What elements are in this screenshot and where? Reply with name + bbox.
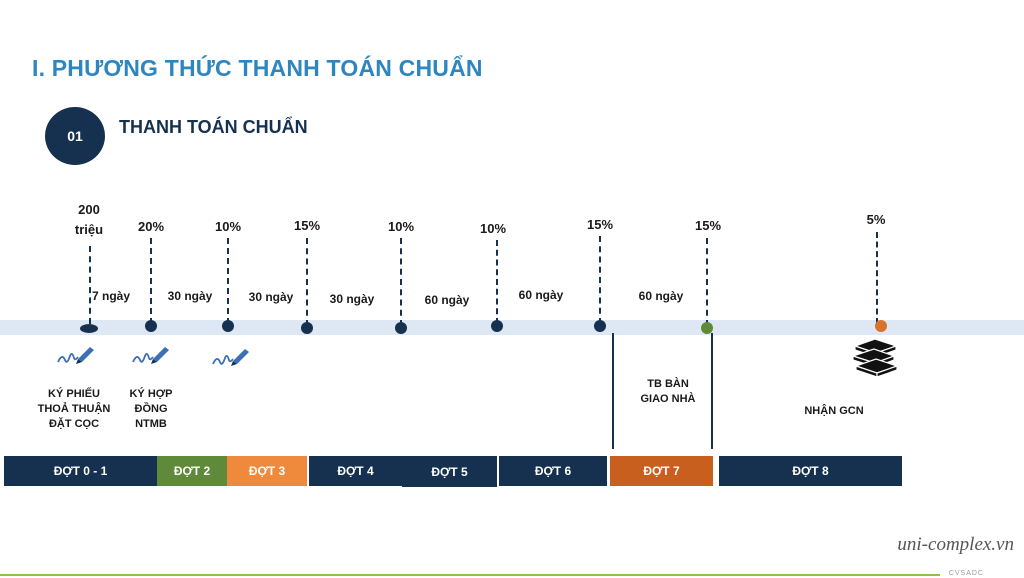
interval-label-6: 60 ngày xyxy=(638,289,684,303)
timeline-dot xyxy=(145,320,157,332)
stage-bar-6: ĐỢT 7 xyxy=(610,456,713,486)
footer-line xyxy=(0,574,940,576)
milestone-amount-4: 10% xyxy=(387,219,415,234)
event-sign-contract-label: KÝ HỢP ĐỒNG NTMB xyxy=(129,388,173,430)
signature-pen-icon xyxy=(212,349,249,366)
stage-label: ĐỢT 6 xyxy=(534,464,572,478)
timeline-tick xyxy=(227,238,229,324)
stage-bar-5: ĐỢT 6 xyxy=(499,456,607,486)
stage-bar-3: ĐỢT 4 xyxy=(309,456,402,486)
timeline-tick xyxy=(400,238,402,326)
milestone-amount-8: 5% xyxy=(866,212,886,227)
stage-7-bracket-left xyxy=(612,333,614,449)
milestone-amount-5: 10% xyxy=(479,221,507,236)
stage-label: ĐỢT 5 xyxy=(431,464,468,479)
timeline-tick xyxy=(599,236,601,324)
interval-label-5: 60 ngày xyxy=(518,288,564,302)
event-handover-label: TB BÀN GIAO NHÀ xyxy=(640,378,696,405)
section-number-badge: 01 xyxy=(45,107,105,165)
milestone-amount-3: 15% xyxy=(293,218,321,233)
timeline-dot xyxy=(80,324,98,333)
interval-label-4: 60 ngày xyxy=(424,293,470,307)
timeline-dot xyxy=(222,320,234,332)
timeline-dot xyxy=(594,320,606,332)
stage-bar-1: ĐỢT 2 xyxy=(157,456,227,486)
milestone-amount-2: 10% xyxy=(214,219,242,234)
stage-label: ĐỢT 2 xyxy=(173,464,211,478)
interval-label-2: 30 ngày xyxy=(248,290,294,304)
interval-label-1: 30 ngày xyxy=(167,289,213,303)
timeline-dot-orange xyxy=(875,320,887,332)
stage-label: ĐỢT 3 xyxy=(248,464,286,478)
stage-bar-0: ĐỢT 0 - 1 xyxy=(4,456,157,486)
timeline-tick xyxy=(706,238,708,326)
timeline-tick xyxy=(150,238,152,324)
event-certificate-label: NHẬN GCN xyxy=(804,405,864,417)
page-title: I. PHƯƠNG THỨC THANH TOÁN CHUẨN xyxy=(32,55,483,81)
milestone-amount-0: 200 triệu xyxy=(75,200,103,240)
interval-label-0: 7 ngày xyxy=(91,289,131,303)
timeline-dot-green xyxy=(701,322,713,334)
timeline-tick xyxy=(89,246,91,324)
milestone-amount-0-line1: 200 xyxy=(78,202,100,217)
corner-text: CVSADC xyxy=(948,570,984,577)
signature-pen-icon xyxy=(132,347,169,364)
books-stack-icon xyxy=(851,338,899,378)
watermark: uni-complex.vn xyxy=(897,534,1014,555)
timeline-tick xyxy=(496,240,498,324)
signature-pen-icon xyxy=(57,347,94,364)
timeline-dot xyxy=(301,322,313,334)
event-sign-deposit-label: KÝ PHIẾU THOẢ THUẬN ĐẶT CỌC xyxy=(37,388,111,430)
timeline-band xyxy=(0,320,1024,335)
stage-7-bracket-right xyxy=(711,333,713,449)
stage-bar-2: ĐỢT 3 xyxy=(227,456,307,486)
milestone-amount-1: 20% xyxy=(137,219,165,234)
stage-label: ĐỢT 8 xyxy=(792,464,829,478)
stage-label: ĐỢT 7 xyxy=(643,464,680,478)
timeline-dot xyxy=(395,322,407,334)
stage-label: ĐỢT 4 xyxy=(337,464,374,478)
timeline-tick xyxy=(306,238,308,326)
stage-label: ĐỢT 0 - 1 xyxy=(53,464,108,478)
milestone-amount-0-line2: triệu xyxy=(74,222,104,237)
section-title: THANH TOÁN CHUẨN xyxy=(119,117,308,137)
interval-label-3: 30 ngày xyxy=(329,292,375,306)
timeline-tick xyxy=(876,232,878,324)
stage-bar-7: ĐỢT 8 xyxy=(719,456,902,486)
milestone-amount-6: 15% xyxy=(586,217,614,232)
milestone-amount-7: 15% xyxy=(694,218,722,233)
timeline-dot xyxy=(491,320,503,332)
stage-bar-4: ĐỢT 5 xyxy=(402,456,497,487)
